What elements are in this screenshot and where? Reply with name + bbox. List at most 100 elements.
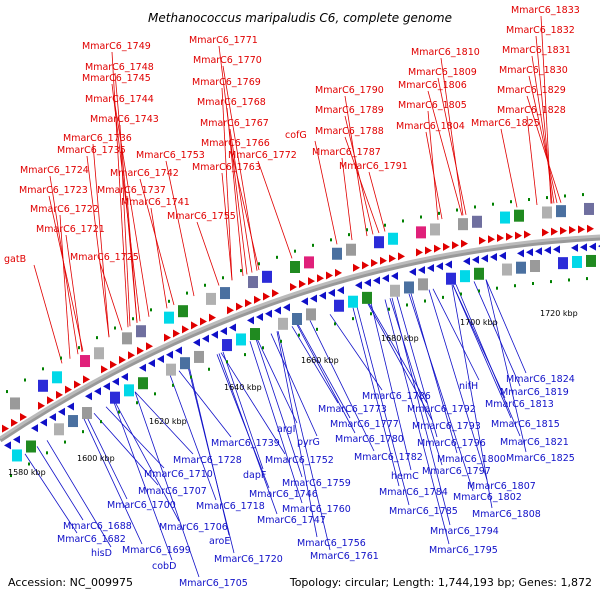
forward-gene-arrow (209, 313, 216, 322)
gene-block (404, 281, 414, 294)
gene-label-top[interactable]: MmarC6_1737 (97, 185, 166, 196)
gene-label-top[interactable]: MmarC6_1828 (497, 105, 566, 116)
gene-label-top[interactable]: MmarC6_1766 (201, 138, 270, 149)
gene-label-bottom[interactable]: MmarC6_1815 (491, 419, 560, 430)
gene-label-top[interactable]: MmarC6_1805 (398, 100, 467, 111)
gene-label-top[interactable]: MmarC6_1832 (506, 25, 575, 36)
gene-label-bottom[interactable]: hemC (391, 471, 419, 482)
gene-label-top[interactable]: MmarC6_1772 (228, 150, 297, 161)
gene-label-bottom[interactable]: hisD (91, 548, 112, 559)
gene-label-top[interactable]: MmarC6_1833 (511, 5, 580, 16)
gene-label-bottom[interactable]: MmarC6_1760 (282, 504, 351, 515)
gene-label-bottom[interactable]: MmarC6_1707 (138, 486, 207, 497)
gene-label-top[interactable]: MmarC6_1723 (19, 185, 88, 196)
gene-label-bottom[interactable]: MmarC6_1752 (265, 455, 334, 466)
gene-label-bottom[interactable]: MmarC6_1728 (173, 455, 242, 466)
tick-dot (348, 233, 350, 237)
gene-label-top[interactable]: MmarC6_1755 (167, 211, 236, 222)
gene-label-top[interactable]: MmarC6_1753 (136, 150, 205, 161)
gene-label-bottom[interactable]: pyrG (297, 437, 320, 448)
gene-label-top[interactable]: MmarC6_1790 (315, 85, 384, 96)
gene-label-top[interactable]: MmarC6_1742 (110, 168, 179, 179)
gene-label-top[interactable]: MmarC6_1809 (408, 67, 477, 78)
gene-label-bottom[interactable]: MmarC6_1759 (282, 478, 351, 489)
gene-label-bottom[interactable]: MmarC6_1777 (330, 419, 399, 430)
gene-label-bottom[interactable]: cobD (152, 561, 176, 572)
gene-label-bottom[interactable]: MmarC6_1792 (407, 404, 476, 415)
gene-label-top[interactable]: MmarC6_1767 (200, 118, 269, 129)
gene-label-bottom[interactable]: MmarC6_1802 (453, 492, 522, 503)
gene-label-bottom[interactable]: MmarC6_1705 (179, 578, 248, 589)
gene-label-top[interactable]: MmarC6_1789 (315, 105, 384, 116)
gene-label-top[interactable]: MmarC6_1736 (63, 133, 132, 144)
gene-label-bottom[interactable]: MmarC6_1746 (249, 489, 318, 500)
gene-label-bottom[interactable]: MmarC6_1706 (159, 522, 228, 533)
forward-connector-line (33, 264, 63, 364)
gene-label-bottom[interactable]: MmarC6_1747 (257, 515, 326, 526)
gene-label-bottom[interactable]: MmarC6_1682 (57, 534, 126, 545)
gene-label-bottom[interactable]: dapF (243, 470, 266, 481)
reverse-gene-arrow (544, 246, 551, 255)
gene-label-top[interactable]: MmarC6_1810 (411, 47, 480, 58)
gene-label-top[interactable]: MmarC6_1748 (85, 62, 154, 73)
gene-label-top[interactable]: MmarC6_1763 (192, 162, 261, 173)
gene-label-top[interactable]: MmarC6_1745 (82, 73, 151, 84)
gene-label-top[interactable]: MmarC6_1787 (312, 147, 381, 158)
gene-label-top[interactable]: MmarC6_1743 (90, 114, 159, 125)
gene-label-top[interactable]: MmarC6_1768 (197, 97, 266, 108)
gene-label-bottom[interactable]: MmarC6_1796 (417, 438, 486, 449)
gene-label-top[interactable]: MmarC6_1771 (189, 35, 258, 46)
gene-label-bottom[interactable]: MmarC6_1782 (354, 452, 423, 463)
gene-label-bottom[interactable]: MmarC6_1797 (422, 466, 491, 477)
gene-label-top[interactable]: MmarC6_1825 (471, 118, 540, 129)
gene-label-top[interactable]: cofG (285, 130, 307, 141)
gene-label-bottom[interactable]: MmarC6_1785 (389, 506, 458, 517)
gene-label-top[interactable]: MmarC6_1769 (192, 77, 261, 88)
gene-label-top[interactable]: MmarC6_1804 (396, 121, 465, 132)
gene-label-bottom[interactable]: nifH (459, 381, 478, 392)
gene-label-top[interactable]: MmarC6_1806 (398, 80, 467, 91)
gene-label-top[interactable]: MmarC6_1749 (82, 41, 151, 52)
tick-dot (442, 295, 444, 299)
gene-label-top[interactable]: MmarC6_1770 (193, 55, 262, 66)
gene-label-top[interactable]: MmarC6_1725 (70, 252, 139, 263)
gene-label-top[interactable]: MmarC6_1831 (502, 45, 571, 56)
gene-label-bottom[interactable]: MmarC6_1756 (297, 538, 366, 549)
gene-label-bottom[interactable]: MmarC6_1773 (318, 404, 387, 415)
gene-label-bottom[interactable]: MmarC6_1784 (379, 487, 448, 498)
gene-label-bottom[interactable]: MmarC6_1700 (107, 500, 176, 511)
gene-label-bottom[interactable]: MmarC6_1739 (211, 438, 280, 449)
gene-label-top[interactable]: MmarC6_1829 (497, 85, 566, 96)
gene-label-bottom[interactable]: argI (277, 424, 295, 435)
gene-label-top[interactable]: MmarC6_1744 (85, 94, 154, 105)
gene-label-bottom[interactable]: MmarC6_1813 (485, 399, 554, 410)
gene-label-top[interactable]: MmarC6_1830 (499, 65, 568, 76)
gene-label-bottom[interactable]: MmarC6_1688 (63, 521, 132, 532)
gene-label-bottom[interactable]: MmarC6_1761 (310, 551, 379, 562)
gene-label-bottom[interactable]: MmarC6_1720 (214, 554, 283, 565)
gene-label-bottom[interactable]: MmarC6_1795 (429, 545, 498, 556)
gene-label-bottom[interactable]: MmarC6_1793 (412, 421, 481, 432)
gene-label-top[interactable]: gatB (4, 254, 26, 265)
gene-label-bottom[interactable]: MmarC6_1786 (362, 391, 431, 402)
gene-label-bottom[interactable]: MmarC6_1800 (437, 454, 506, 465)
gene-label-top[interactable]: MmarC6_1788 (315, 126, 384, 137)
gene-label-bottom[interactable]: MmarC6_1794 (430, 526, 499, 537)
gene-label-bottom[interactable]: MmarC6_1824 (506, 374, 575, 385)
gene-label-bottom[interactable]: MmarC6_1710 (144, 469, 213, 480)
gene-label-top[interactable]: MmarC6_1735 (57, 145, 126, 156)
gene-label-bottom[interactable]: MmarC6_1819 (500, 387, 569, 398)
gene-label-top[interactable]: MmarC6_1722 (30, 204, 99, 215)
gene-label-bottom[interactable]: MmarC6_1780 (335, 434, 404, 445)
gene-label-bottom[interactable]: MmarC6_1808 (472, 509, 541, 520)
gene-label-bottom[interactable]: MmarC6_1807 (467, 481, 536, 492)
gene-label-bottom[interactable]: MmarC6_1825 (506, 453, 575, 464)
gene-label-bottom[interactable]: MmarC6_1821 (500, 437, 569, 448)
gene-label-bottom[interactable]: MmarC6_1699 (122, 545, 191, 556)
gene-label-top[interactable]: MmarC6_1724 (20, 165, 89, 176)
gene-label-top[interactable]: MmarC6_1721 (36, 224, 105, 235)
gene-label-top[interactable]: MmarC6_1741 (121, 197, 190, 208)
gene-label-bottom[interactable]: aroE (209, 536, 230, 547)
gene-label-top[interactable]: MmarC6_1791 (339, 161, 408, 172)
gene-label-bottom[interactable]: MmarC6_1718 (196, 501, 265, 512)
